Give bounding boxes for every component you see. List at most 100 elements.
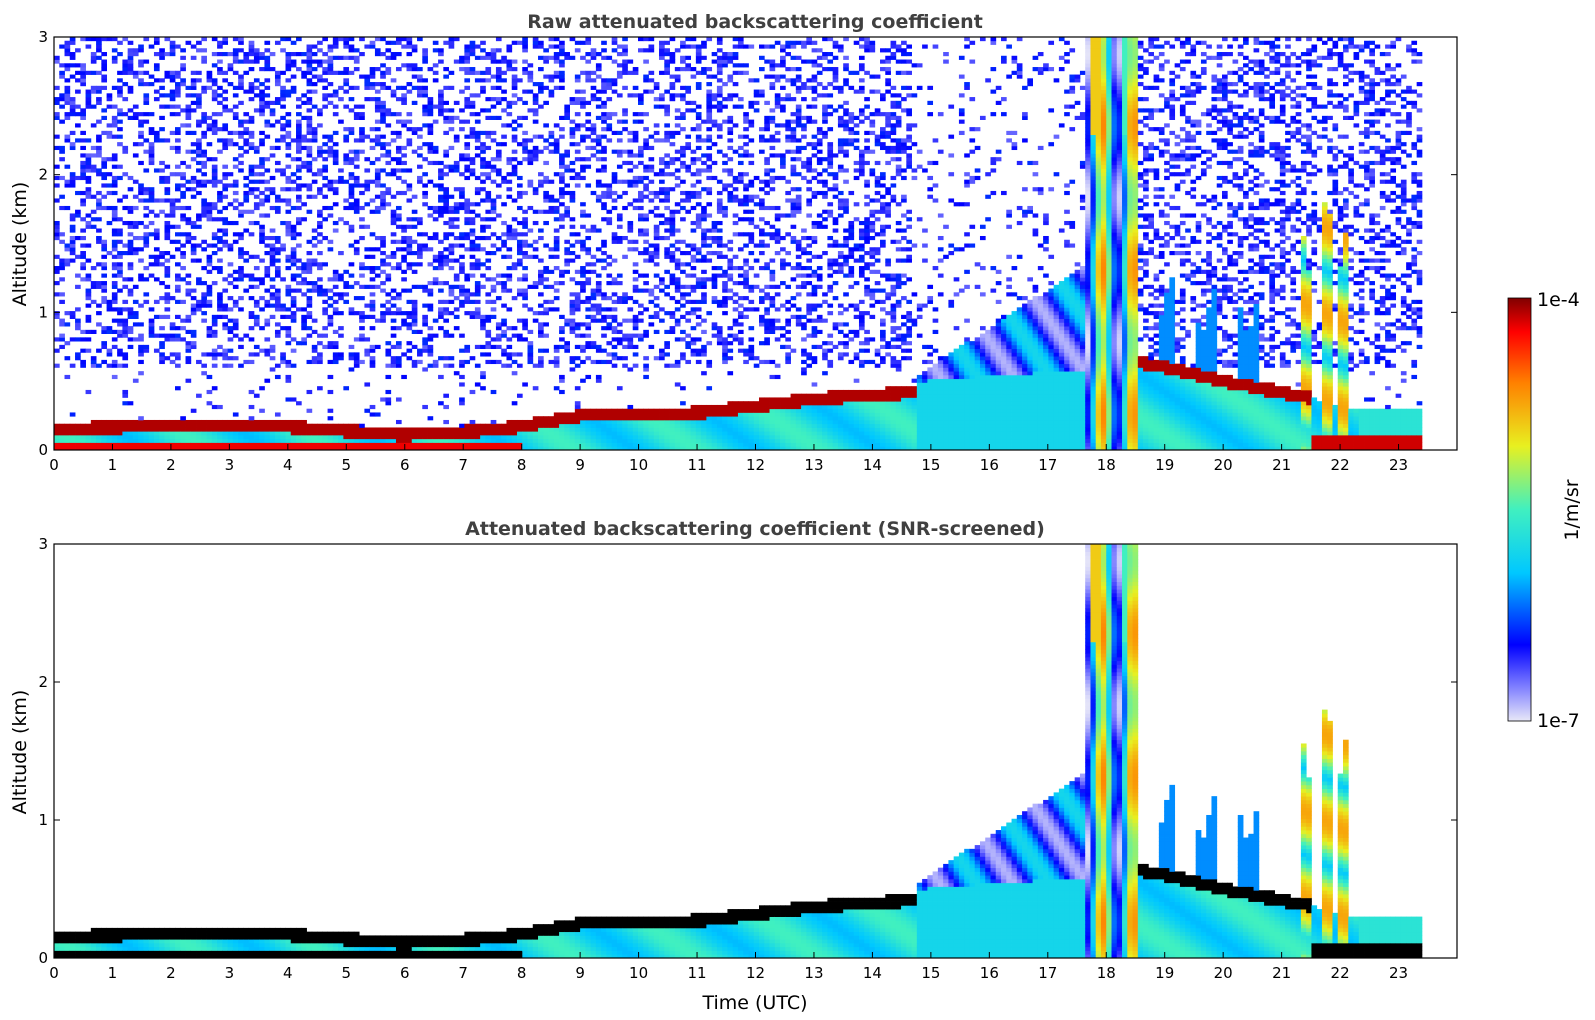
heatmap-cell xyxy=(648,314,655,319)
heatmap-cell xyxy=(296,104,302,109)
heatmap-cell xyxy=(611,356,618,361)
heatmap-cell xyxy=(332,344,339,350)
heatmap-cell xyxy=(285,78,292,83)
heatmap-cell xyxy=(585,333,592,338)
heatmap-cell xyxy=(243,142,250,147)
heatmap-cell xyxy=(459,119,465,124)
heatmap-cell xyxy=(343,269,350,274)
heatmap-cell xyxy=(359,74,365,79)
heatmap-cell xyxy=(132,179,139,184)
heatmap-cell xyxy=(69,63,76,68)
heatmap-cell xyxy=(374,434,381,440)
heatmap-cell xyxy=(406,247,413,252)
heatmap-cell xyxy=(217,127,223,132)
heatmap-cell xyxy=(196,446,202,450)
heatmap-cell xyxy=(274,266,281,271)
heatmap-cell xyxy=(175,423,181,428)
heatmap-cell xyxy=(685,67,692,72)
heatmap-cell xyxy=(96,235,102,241)
heatmap-cell xyxy=(690,408,697,413)
heatmap-cell xyxy=(611,172,618,177)
heatmap-cell xyxy=(601,438,607,443)
heatmap-cell xyxy=(580,243,586,248)
heatmap-cell xyxy=(695,359,702,365)
heatmap-cell xyxy=(248,59,255,64)
heatmap-cell xyxy=(522,232,528,237)
heatmap-cell xyxy=(511,427,518,432)
heatmap-cell xyxy=(164,235,171,241)
heatmap-cell xyxy=(432,78,439,83)
heatmap-cell xyxy=(311,356,318,361)
heatmap-cell xyxy=(217,423,223,428)
heatmap-cell xyxy=(395,247,402,252)
heatmap-cell xyxy=(685,243,692,248)
heatmap-cell xyxy=(690,416,697,421)
heatmap-cell xyxy=(511,296,518,301)
heatmap-cell xyxy=(606,138,613,143)
heatmap-cell xyxy=(153,262,160,267)
heatmap-cell xyxy=(148,307,155,312)
heatmap-cell xyxy=(359,104,365,109)
heatmap-cell xyxy=(222,40,229,45)
heatmap-cell xyxy=(85,303,92,308)
heatmap-cell xyxy=(80,130,86,136)
heatmap-cell xyxy=(401,63,407,68)
heatmap-cell xyxy=(674,157,681,162)
heatmap-cell xyxy=(538,416,544,421)
heatmap-cell xyxy=(243,438,250,443)
heatmap-cell xyxy=(253,423,260,428)
heatmap-cell xyxy=(643,423,649,428)
heatmap-cell xyxy=(585,37,592,42)
heatmap-cell xyxy=(395,307,402,312)
heatmap-cell xyxy=(569,168,576,173)
heatmap-cell xyxy=(290,431,297,436)
heatmap-cell xyxy=(611,37,618,42)
heatmap-cell xyxy=(211,434,218,440)
heatmap-cell xyxy=(132,419,139,425)
heatmap-cell xyxy=(227,423,234,428)
heatmap-cell xyxy=(296,419,302,425)
heatmap-cell xyxy=(269,431,276,436)
heatmap-cell xyxy=(364,224,371,229)
heatmap-cell xyxy=(85,314,92,319)
heatmap-cell xyxy=(585,70,592,75)
heatmap-cell xyxy=(480,423,486,428)
heatmap-cell xyxy=(175,363,181,368)
heatmap-cell xyxy=(569,446,576,450)
heatmap-cell xyxy=(101,262,108,267)
heatmap-cell xyxy=(101,299,108,304)
heatmap-cell xyxy=(574,386,581,391)
heatmap-cell xyxy=(343,220,350,226)
heatmap-cell xyxy=(380,311,386,316)
heatmap-cell xyxy=(69,40,76,45)
heatmap-cell xyxy=(638,337,644,342)
heatmap-cell xyxy=(643,112,649,117)
heatmap-cell xyxy=(501,434,507,440)
heatmap-cell xyxy=(685,419,692,425)
heatmap-cell xyxy=(259,213,265,218)
heatmap-cell xyxy=(64,179,71,184)
heatmap-cell xyxy=(101,341,108,346)
heatmap-cell xyxy=(674,284,681,289)
heatmap-cell xyxy=(553,423,560,428)
heatmap-cell xyxy=(338,273,344,278)
heatmap-cell xyxy=(374,446,381,450)
heatmap-cell xyxy=(222,322,229,327)
heatmap-cell xyxy=(611,179,618,184)
heatmap-cell xyxy=(359,311,365,316)
heatmap-cell xyxy=(259,130,265,136)
heatmap-cell xyxy=(511,359,518,365)
heatmap-cell xyxy=(296,175,302,181)
heatmap-cell xyxy=(96,434,102,440)
heatmap-cell xyxy=(253,59,260,64)
heatmap-cell xyxy=(190,423,197,428)
heatmap-cell xyxy=(685,134,692,139)
heatmap-cell xyxy=(348,431,355,436)
heatmap-cell xyxy=(238,251,244,256)
heatmap-cell xyxy=(538,329,544,334)
heatmap-cell xyxy=(159,251,165,256)
heatmap-cell xyxy=(664,412,670,417)
heatmap-cell xyxy=(117,232,123,237)
heatmap-cell xyxy=(206,142,213,147)
heatmap-cell xyxy=(485,427,492,432)
